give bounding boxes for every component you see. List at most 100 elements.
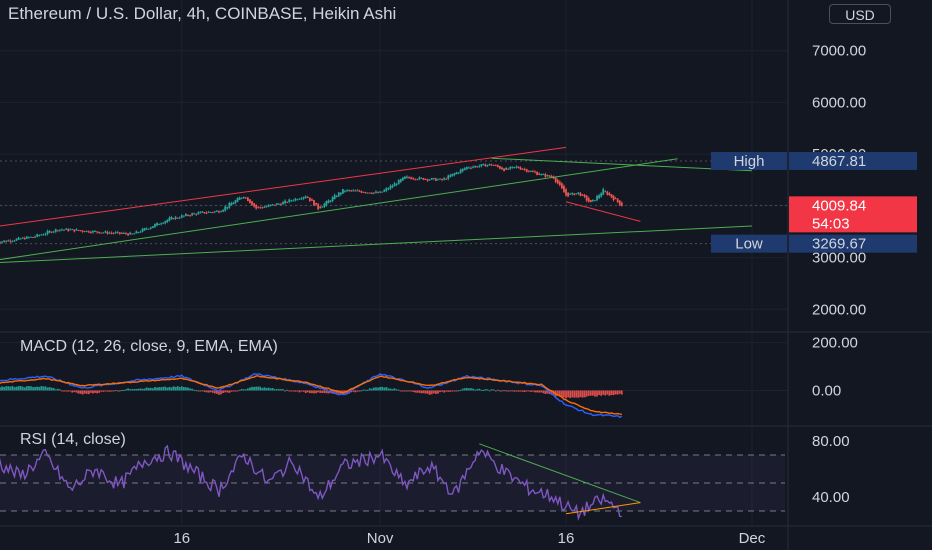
candle[interactable]	[220, 211, 222, 213]
candle[interactable]	[104, 231, 107, 233]
candle[interactable]	[511, 166, 514, 168]
candle[interactable]	[271, 204, 274, 206]
high-marker[interactable]: High 4867.81	[711, 151, 917, 170]
candle[interactable]	[416, 179, 419, 181]
candle[interactable]	[127, 233, 129, 236]
candle[interactable]	[290, 200, 293, 202]
candle[interactable]	[178, 217, 181, 219]
candle[interactable]	[437, 179, 439, 181]
candle[interactable]	[399, 179, 402, 183]
candle[interactable]	[123, 232, 125, 234]
candle[interactable]	[550, 175, 553, 178]
candle[interactable]	[571, 192, 574, 195]
candle[interactable]	[282, 202, 284, 205]
candle[interactable]	[426, 179, 429, 181]
candle[interactable]	[604, 191, 607, 193]
candle[interactable]	[294, 198, 297, 201]
candle[interactable]	[207, 211, 210, 213]
candle[interactable]	[478, 165, 481, 167]
candle[interactable]	[414, 178, 417, 180]
price-axis[interactable]: 7000.006000.005000.004000.003000.002000.…	[711, 43, 917, 506]
candle[interactable]	[449, 175, 452, 178]
candle[interactable]	[25, 236, 28, 239]
candle[interactable]	[368, 192, 371, 194]
candle[interactable]	[191, 213, 194, 216]
candle[interactable]	[211, 212, 214, 214]
candle[interactable]	[89, 231, 92, 233]
candle[interactable]	[585, 195, 588, 201]
candle[interactable]	[166, 219, 169, 223]
candle[interactable]	[422, 177, 425, 180]
candle[interactable]	[441, 179, 443, 181]
candle[interactable]	[346, 189, 348, 192]
candle[interactable]	[350, 190, 353, 192]
candle[interactable]	[385, 188, 388, 191]
candle[interactable]	[77, 229, 80, 231]
candle[interactable]	[381, 191, 384, 193]
candle[interactable]	[263, 206, 266, 208]
candle[interactable]	[393, 183, 396, 187]
candle[interactable]	[44, 233, 47, 235]
candle[interactable]	[102, 232, 105, 234]
candle[interactable]	[501, 167, 503, 170]
candle[interactable]	[325, 201, 328, 206]
candle[interactable]	[304, 196, 307, 198]
candle[interactable]	[517, 166, 520, 169]
candle[interactable]	[565, 189, 567, 196]
candle[interactable]	[538, 173, 541, 175]
candle[interactable]	[170, 216, 173, 220]
candle[interactable]	[296, 199, 299, 201]
rsi-line[interactable]	[0, 444, 622, 521]
candle[interactable]	[15, 238, 18, 241]
candle[interactable]	[612, 195, 615, 201]
candle[interactable]	[172, 218, 175, 220]
candle[interactable]	[496, 165, 499, 167]
macd-line[interactable]	[0, 373, 623, 419]
candle[interactable]	[131, 233, 134, 235]
candle[interactable]	[83, 231, 86, 233]
candle[interactable]	[554, 177, 557, 182]
candle[interactable]	[339, 192, 342, 195]
candle[interactable]	[484, 164, 487, 167]
candle[interactable]	[391, 185, 394, 188]
candle[interactable]	[63, 229, 65, 231]
candle[interactable]	[410, 177, 412, 180]
candle[interactable]	[335, 195, 338, 198]
candle[interactable]	[92, 230, 94, 233]
candle[interactable]	[459, 169, 462, 173]
candle[interactable]	[434, 178, 437, 181]
candle[interactable]	[370, 192, 373, 194]
candle[interactable]	[40, 234, 43, 236]
candle[interactable]	[143, 228, 146, 231]
rsi-pane[interactable]	[0, 443, 785, 521]
candle[interactable]	[373, 192, 375, 194]
candle[interactable]	[69, 229, 72, 231]
candle[interactable]	[573, 193, 576, 196]
candle[interactable]	[331, 197, 334, 202]
candle[interactable]	[581, 194, 584, 196]
candle[interactable]	[226, 206, 229, 209]
candle[interactable]	[342, 188, 344, 194]
candle[interactable]	[98, 231, 101, 234]
macd-pane[interactable]	[0, 373, 623, 419]
candle[interactable]	[21, 237, 24, 239]
candle[interactable]	[366, 192, 369, 194]
candle[interactable]	[133, 233, 136, 235]
candle[interactable]	[569, 193, 572, 195]
candle[interactable]	[158, 223, 160, 225]
candle[interactable]	[403, 176, 406, 179]
candle[interactable]	[52, 231, 55, 233]
candle[interactable]	[34, 236, 37, 238]
candle[interactable]	[232, 202, 235, 205]
candle[interactable]	[216, 210, 218, 212]
candle[interactable]	[205, 212, 208, 214]
candle[interactable]	[315, 202, 317, 205]
candle[interactable]	[273, 204, 276, 206]
candle[interactable]	[488, 163, 491, 166]
candle[interactable]	[164, 220, 167, 224]
candle[interactable]	[81, 230, 84, 232]
candle[interactable]	[608, 193, 611, 196]
candle[interactable]	[387, 188, 390, 190]
candle[interactable]	[7, 240, 10, 242]
candle[interactable]	[579, 193, 582, 197]
